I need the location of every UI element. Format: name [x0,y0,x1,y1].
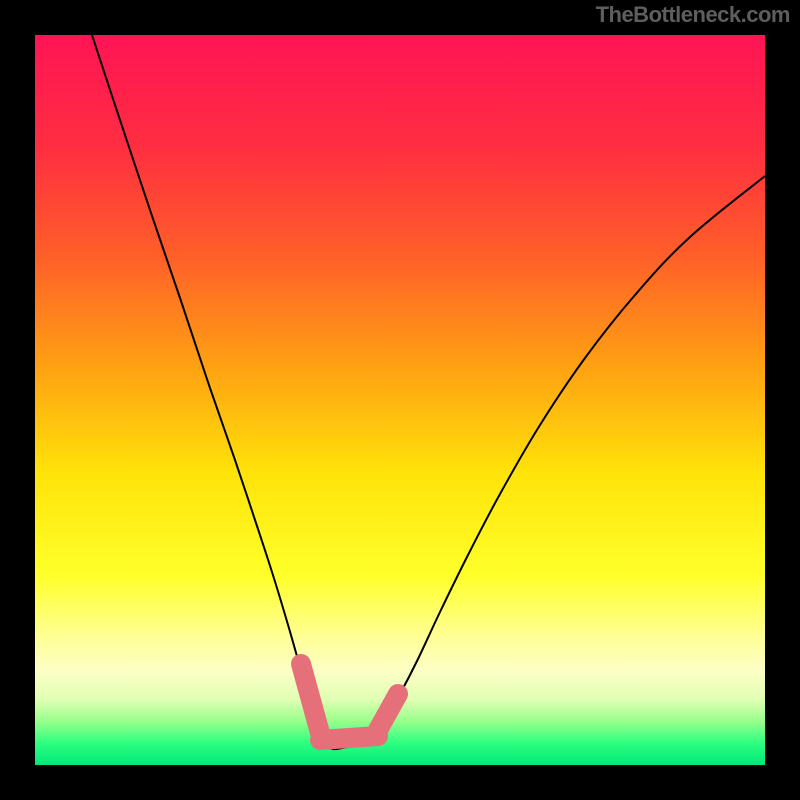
gradient-background [35,35,765,765]
chart-container: TheBottleneck.com [0,0,800,800]
watermark-text: TheBottleneck.com [596,2,790,28]
bottleneck-curve-chart [0,0,800,800]
